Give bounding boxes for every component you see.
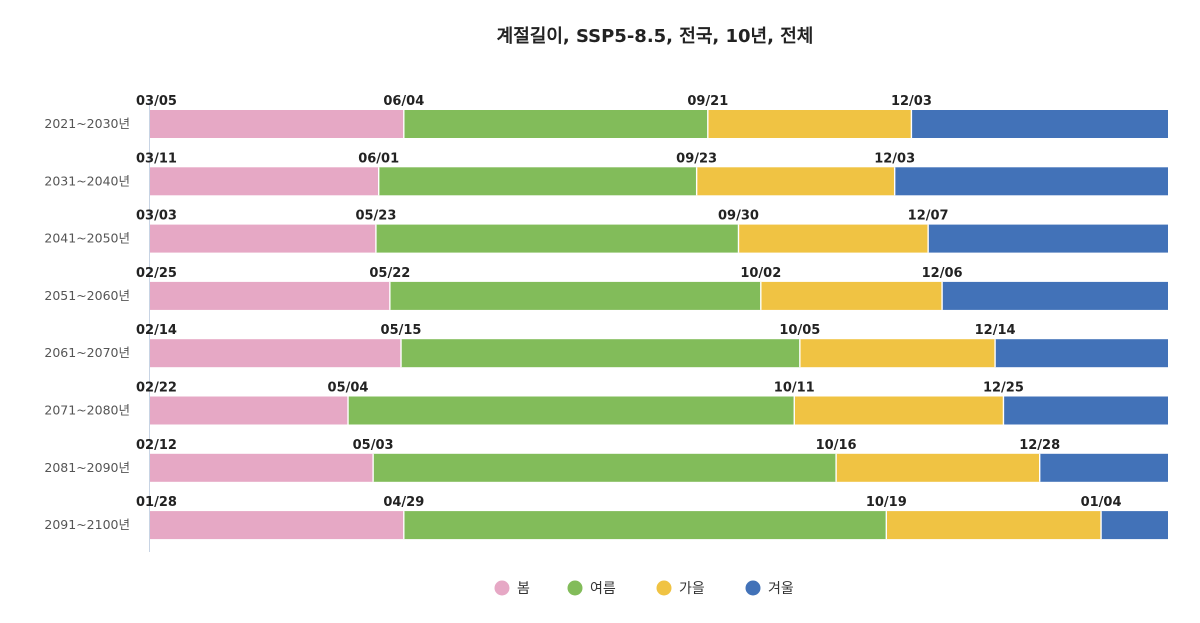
- bar-segment: [150, 110, 404, 138]
- bar-segment: [1003, 396, 1168, 425]
- bar-segment: [150, 511, 404, 540]
- chart-title: 계절길이, SSP5-8.5, 전국, 10년, 전체: [497, 25, 814, 47]
- bar-segment: [375, 224, 739, 253]
- date-label: 09/23: [676, 151, 717, 166]
- date-label: 05/23: [355, 209, 396, 224]
- date-label: 03/11: [136, 151, 177, 166]
- bar-segment: [738, 224, 929, 253]
- legend-label: 가을: [679, 581, 705, 597]
- date-label: 12/03: [891, 94, 932, 109]
- category-label: 2041~2050년: [44, 231, 130, 246]
- bar-segment: [707, 110, 912, 138]
- date-label: 04/29: [383, 495, 424, 510]
- date-label: 12/07: [908, 209, 949, 224]
- date-label: 12/06: [922, 266, 963, 281]
- category-label: 2031~2040년: [44, 173, 130, 188]
- category-label: 2051~2060년: [44, 288, 130, 303]
- bar-segment: [1039, 453, 1168, 482]
- date-label: 12/14: [975, 323, 1016, 338]
- date-label: 01/04: [1081, 495, 1122, 510]
- bar-segment: [373, 453, 837, 482]
- bar-segment: [348, 396, 795, 425]
- bar-segment: [150, 224, 376, 253]
- bar-segment: [760, 281, 943, 310]
- category-label: 2081~2090년: [44, 460, 130, 475]
- category-label: 2021~2030년: [44, 116, 130, 131]
- date-label: 05/04: [328, 381, 369, 396]
- date-label: 09/21: [687, 94, 728, 109]
- legend-marker: [656, 580, 672, 596]
- date-label: 02/14: [136, 323, 177, 338]
- labels-group: 2021~2030년 03/05 06/04 09/21 12/03 2031~2040년…: [44, 94, 1121, 532]
- bars-group: [150, 110, 1168, 540]
- date-label: 01/28: [136, 495, 177, 510]
- bar-segment: [836, 453, 1040, 482]
- date-label: 10/16: [816, 438, 857, 453]
- legend: 봄 여름 가을 겨울: [494, 580, 794, 597]
- date-label: 02/12: [136, 438, 177, 453]
- date-label: 06/04: [383, 94, 424, 109]
- bar-segment: [150, 339, 402, 368]
- date-label: 10/11: [774, 381, 815, 396]
- legend-marker: [745, 580, 761, 596]
- bar-segment: [942, 281, 1168, 310]
- date-label: 06/01: [358, 151, 399, 166]
- bar-segment: [378, 167, 697, 196]
- date-label: 12/03: [874, 151, 915, 166]
- bar-segment: [794, 396, 1004, 425]
- date-label: 09/30: [718, 209, 759, 224]
- bar-segment: [389, 281, 761, 310]
- bar-segment: [799, 339, 996, 368]
- category-label: 2071~2080년: [44, 403, 130, 418]
- bar-segment: [150, 167, 379, 196]
- date-label: 12/25: [983, 381, 1024, 396]
- bar-segment: [150, 453, 374, 482]
- date-label: 12/28: [1019, 438, 1060, 453]
- legend-label: 봄: [517, 581, 530, 597]
- bar-segment: [928, 224, 1168, 253]
- bar-segment: [150, 281, 390, 310]
- legend-marker: [567, 580, 583, 596]
- legend-marker: [494, 580, 510, 596]
- legend-label: 여름: [590, 581, 616, 597]
- legend-label: 겨울: [768, 581, 794, 597]
- bar-segment: [911, 110, 1168, 138]
- date-label: 10/19: [866, 495, 907, 510]
- bar-segment: [995, 339, 1168, 368]
- bar-segment: [894, 167, 1168, 196]
- category-label: 2061~2070년: [44, 345, 130, 360]
- bar-segment: [150, 396, 349, 425]
- date-label: 03/05: [136, 94, 177, 109]
- bar-segment: [886, 511, 1102, 540]
- date-label: 03/03: [136, 209, 177, 224]
- bar-segment: [403, 110, 708, 138]
- category-label: 2091~2100년: [44, 517, 130, 532]
- date-label: 05/22: [369, 266, 410, 281]
- bar-segment: [696, 167, 895, 196]
- date-label: 10/05: [779, 323, 820, 338]
- date-label: 10/02: [740, 266, 781, 281]
- bar-segment: [403, 511, 887, 540]
- date-label: 05/03: [353, 438, 394, 453]
- bar-segment: [1101, 511, 1168, 540]
- date-label: 02/25: [136, 266, 177, 281]
- date-label: 02/22: [136, 381, 177, 396]
- date-label: 05/15: [381, 323, 422, 338]
- bar-segment: [401, 339, 800, 368]
